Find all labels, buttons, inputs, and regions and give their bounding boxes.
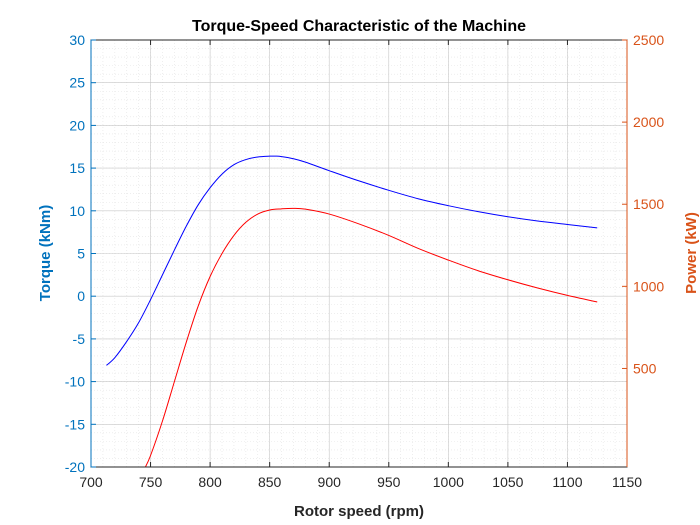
data-lines [106, 155, 598, 467]
left-tick-label: 30 [69, 32, 85, 48]
x-tick-label: 1100 [552, 474, 582, 490]
x-tick-label: 1150 [612, 474, 642, 490]
torque-series-line [106, 155, 598, 366]
left-tick-label: 0 [77, 288, 85, 304]
left-axis-label: Torque (kNm) [37, 205, 54, 301]
x-tick-label: 950 [377, 474, 401, 490]
right-tick-label: 2000 [633, 114, 664, 130]
x-tick-label: 1000 [433, 474, 464, 490]
power-series-line [144, 207, 598, 467]
left-tick-label: -5 [73, 331, 86, 347]
right-tick-label: 1500 [633, 196, 664, 212]
x-tick-label: 750 [139, 474, 163, 490]
left-tick-label: -10 [65, 374, 85, 390]
x-axis-ticks: 700 750 800 850 900 950 1000 1050 1100 1150 [79, 40, 642, 490]
left-tick-label: 5 [77, 246, 85, 262]
x-tick-label: 800 [198, 474, 222, 490]
left-tick-label: -15 [65, 416, 85, 432]
x-tick-label: 700 [79, 474, 103, 490]
left-tick-label: 15 [69, 160, 85, 176]
x-axis-label: Rotor speed (rpm) [294, 503, 424, 520]
chart-title: Torque-Speed Characteristic of the Machi… [192, 18, 526, 35]
left-tick-label: 25 [69, 75, 85, 91]
left-tick-label: 10 [69, 203, 85, 219]
right-axis-label: Power (kW) [683, 212, 700, 294]
right-axis-ticks: 500 1000 1500 2000 2500 [622, 32, 664, 467]
right-tick-label: 2500 [633, 32, 664, 48]
x-tick-label: 1050 [492, 474, 523, 490]
left-axis-ticks: -20 -15 -10 -5 0 5 10 15 20 25 30 [65, 32, 96, 475]
left-tick-label: 20 [69, 117, 85, 133]
x-tick-label: 850 [258, 474, 282, 490]
right-tick-label: 1000 [633, 278, 664, 294]
right-tick-label: 500 [633, 360, 657, 376]
x-tick-label: 900 [318, 474, 342, 490]
left-tick-label: -20 [65, 459, 85, 475]
